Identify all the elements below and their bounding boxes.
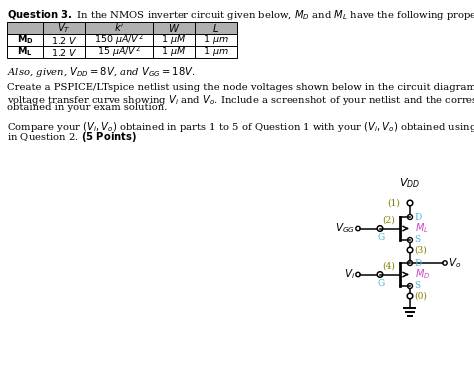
Text: $W$: $W$: [168, 22, 180, 34]
Bar: [7, 46, 237, 58]
Text: $V_{DD}$: $V_{DD}$: [400, 176, 420, 190]
Text: (4): (4): [382, 262, 395, 270]
Text: voltage transfer curve showing $V_i$ and $V_o$. Include a screenshot of your net: voltage transfer curve showing $V_i$ and…: [7, 93, 474, 107]
Text: (3): (3): [414, 246, 427, 255]
Text: $V_o$: $V_o$: [448, 256, 461, 270]
Text: $\mathbf{Question\ 3.}$ In the NMOS inverter circuit given below, $M_D$ and $M_L: $\mathbf{Question\ 3.}$ In the NMOS inve…: [7, 8, 474, 22]
Text: (0): (0): [414, 292, 427, 300]
Text: $k'$: $k'$: [114, 22, 124, 34]
Text: $M_L$: $M_L$: [415, 222, 429, 235]
Text: $1\ \mu M$: $1\ \mu M$: [162, 46, 187, 58]
Text: $V_i$: $V_i$: [344, 268, 355, 282]
Text: in Question 2. $\mathbf{(5\ Points)}$: in Question 2. $\mathbf{(5\ Points)}$: [7, 130, 137, 144]
Text: $15\ \mu A/V^2$: $15\ \mu A/V^2$: [97, 45, 141, 59]
Text: $\mathbf{M_D}$: $\mathbf{M_D}$: [17, 34, 33, 46]
Text: obtained in your exam solution.: obtained in your exam solution.: [7, 103, 167, 112]
Text: $L$: $L$: [212, 22, 219, 34]
Text: Compare your $(V_i, V_o)$ obtained in parts 1 to 5 of Question 1 with your $(V_i: Compare your $(V_i, V_o)$ obtained in pa…: [7, 120, 474, 134]
Text: Also, given, $V_{DD} = 8V$, and $V_{GG} = 18V$.: Also, given, $V_{DD} = 8V$, and $V_{GG} …: [7, 65, 196, 79]
Text: (2): (2): [382, 215, 395, 225]
Text: $1\ \mu m$: $1\ \mu m$: [203, 34, 229, 47]
Text: $V_{GG}$: $V_{GG}$: [335, 222, 355, 235]
Text: G: G: [377, 279, 384, 289]
Text: $M_D$: $M_D$: [415, 268, 430, 282]
Text: D: D: [414, 259, 421, 268]
Text: $V_T$: $V_T$: [57, 21, 71, 35]
Text: $150\ \mu A/V^2$: $150\ \mu A/V^2$: [94, 33, 144, 47]
Text: $1\ \mu m$: $1\ \mu m$: [203, 46, 229, 58]
Text: Create a PSPICE/LTspice netlist using the node voltages shown below in the circu: Create a PSPICE/LTspice netlist using th…: [7, 83, 474, 92]
Text: D: D: [414, 212, 421, 222]
Bar: [7, 22, 237, 34]
Text: $1\ \mu M$: $1\ \mu M$: [162, 34, 187, 47]
Text: G: G: [377, 233, 384, 242]
Text: $1.2\ V$: $1.2\ V$: [51, 47, 77, 57]
Text: S: S: [414, 235, 420, 245]
Text: $\mathbf{M_L}$: $\mathbf{M_L}$: [17, 46, 33, 58]
Text: S: S: [414, 282, 420, 290]
Bar: [7, 34, 237, 46]
Text: $1.2\ V$: $1.2\ V$: [51, 34, 77, 46]
Text: (1): (1): [387, 198, 400, 208]
